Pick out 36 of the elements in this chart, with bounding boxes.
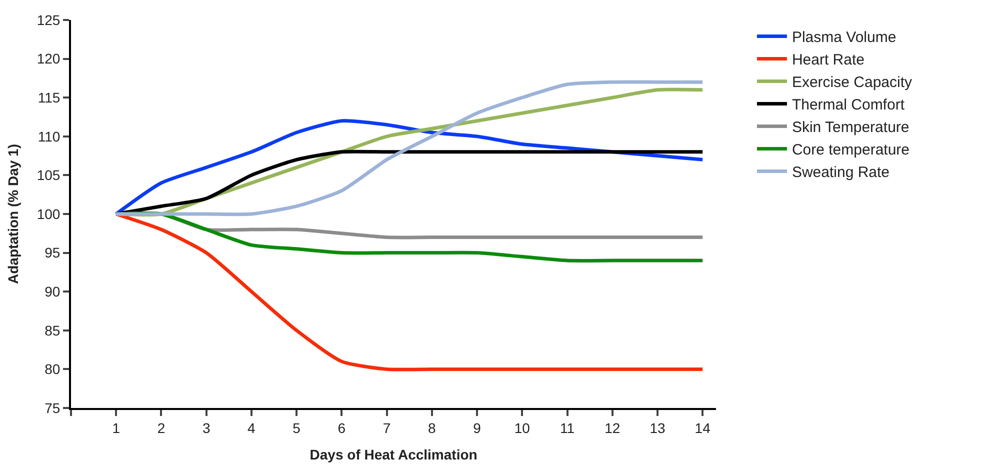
x-axis-title: Days of Heat Acclimation	[310, 446, 478, 463]
y-tick-label: 120	[36, 50, 60, 67]
x-tick-label: 12	[604, 420, 620, 436]
line-series	[114, 212, 704, 372]
line-series	[114, 212, 704, 262]
legend-label: Skin Temperature	[792, 119, 910, 136]
legend-label: Core temperature	[792, 142, 910, 159]
x-tick-label: 1	[112, 420, 120, 436]
x-tick-label: 13	[650, 420, 666, 436]
y-tick-label: 115	[38, 90, 60, 106]
x-tick-label: 4	[248, 420, 256, 436]
y-axis-title: Adaptation (% Day 1)	[4, 144, 21, 284]
legend-label: Sweating Rate	[792, 164, 890, 182]
x-tick-label: 14	[694, 420, 711, 436]
x-tick-label: 6	[338, 420, 346, 436]
x-tick-label: 3	[202, 420, 210, 436]
x-tick-label: 7	[382, 420, 391, 436]
legend-label: Exercise Capacity	[792, 74, 913, 92]
x-tick-label: 11	[560, 420, 575, 436]
y-tick-label: 90	[44, 284, 60, 300]
x-tick-label: 5	[292, 420, 301, 436]
x-tick-label: 8	[428, 420, 436, 436]
x-tick-label: 9	[473, 420, 482, 436]
y-tick-label: 100	[36, 206, 60, 222]
x-tick-label: 2	[157, 420, 166, 436]
y-tick-label: 75	[44, 400, 60, 416]
y-tick-label: 80	[44, 361, 60, 378]
y-tick-label: 105	[36, 167, 60, 184]
y-tick-label: 85	[44, 322, 60, 338]
y-tick-label: 125	[36, 12, 60, 28]
y-tick-label: 95	[44, 244, 60, 261]
legend-label: Thermal Comfort	[792, 96, 906, 114]
legend-label: Heart Rate	[792, 52, 865, 69]
y-tick-label: 110	[38, 128, 60, 144]
legend-label: Plasma Volume	[792, 29, 896, 46]
x-tick-label: 10	[514, 420, 530, 436]
